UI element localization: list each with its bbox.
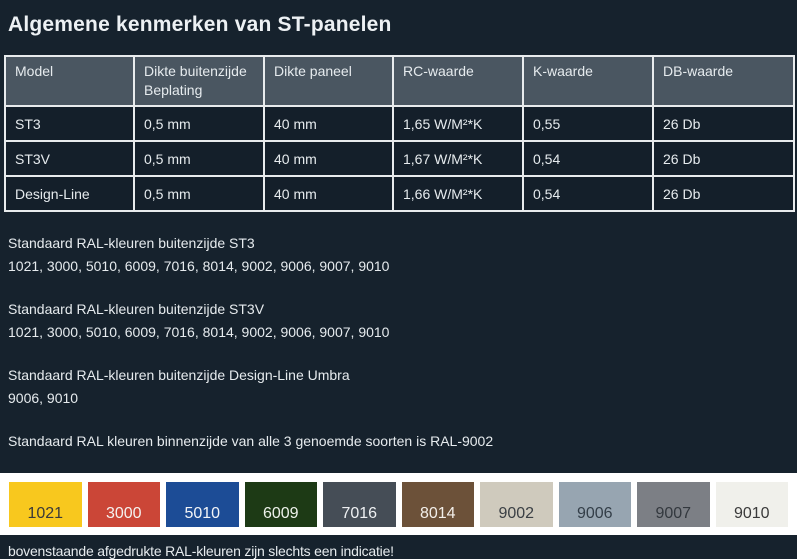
ral-swatch-9006: 9006 <box>558 481 631 527</box>
col-header-rc-waarde: RC-waarde <box>392 55 524 107</box>
note-values: 1021, 3000, 5010, 6009, 7016, 8014, 9002… <box>8 258 390 274</box>
ral-swatch-8014: 8014 <box>401 481 474 527</box>
cell-dikte-buitenzijde: 0,5 mm <box>133 105 265 142</box>
footer-note: bovenstaande afgedrukte RAL-kleuren zijn… <box>8 543 394 559</box>
note-binnenzijde: Standaard RAL kleuren binnenzijde van al… <box>8 430 797 453</box>
cell-dikte-paneel: 40 mm <box>263 105 394 142</box>
table-row-st3v: ST3V 0,5 mm 40 mm 1,67 W/M²*K 0,54 26 Db <box>4 140 795 177</box>
cell-k-waarde: 0,54 <box>522 140 654 177</box>
col-header-dikte-buitenzijde: Dikte buitenzijde Beplating <box>133 55 265 107</box>
col-header-db-waarde: DB-waarde <box>652 55 795 107</box>
ral-swatch-label: 9007 <box>655 504 692 522</box>
ral-swatch-9007: 9007 <box>637 481 710 527</box>
cell-rc-waarde: 1,66 W/M²*K <box>392 175 524 212</box>
ral-swatch-label: 9010 <box>733 504 770 522</box>
note-heading: Standaard RAL-kleuren buitenzijde ST3V <box>8 301 265 317</box>
ral-swatch-label: 6009 <box>262 504 299 522</box>
table-header-row: Model Dikte buitenzijde Beplating Dikte … <box>4 55 795 107</box>
cell-rc-waarde: 1,65 W/M²*K <box>392 105 524 142</box>
col-header-model: Model <box>4 55 135 107</box>
note-heading: Standaard RAL-kleuren buitenzijde ST3 <box>8 235 255 251</box>
ral-color-band: 1021 3000 5010 6009 7016 8014 9002 9006 … <box>0 473 797 535</box>
cell-dikte-paneel: 40 mm <box>263 175 394 212</box>
st-panels-spec-table: Model Dikte buitenzijde Beplating Dikte … <box>4 55 795 212</box>
cell-db-waarde: 26 Db <box>652 140 795 177</box>
ral-swatch-label: 9006 <box>576 504 613 522</box>
ral-swatch-1021: 1021 <box>9 481 82 527</box>
cell-rc-waarde: 1,67 W/M²*K <box>392 140 524 177</box>
col-header-k-waarde: K-waarde <box>522 55 654 107</box>
note-st3v: Standaard RAL-kleuren buitenzijde ST3V 1… <box>8 298 797 344</box>
ral-swatch-5010: 5010 <box>166 481 239 527</box>
cell-model: ST3V <box>4 140 135 177</box>
cell-model: ST3 <box>4 105 135 142</box>
ral-swatch-6009: 6009 <box>244 481 317 527</box>
cell-dikte-paneel: 40 mm <box>263 140 394 177</box>
cell-model: Design-Line <box>4 175 135 212</box>
cell-dikte-buitenzijde: 0,5 mm <box>133 175 265 212</box>
note-design-line-umbra: Standaard RAL-kleuren buitenzijde Design… <box>8 364 797 410</box>
ral-notes: Standaard RAL-kleuren buitenzijde ST3 10… <box>8 232 797 453</box>
note-values: 1021, 3000, 5010, 6009, 7016, 8014, 9002… <box>8 324 390 340</box>
ral-swatch-label: 8014 <box>419 504 456 522</box>
ral-swatch-label: 5010 <box>184 504 221 522</box>
cell-k-waarde: 0,55 <box>522 105 654 142</box>
cell-dikte-buitenzijde: 0,5 mm <box>133 140 265 177</box>
table-row-st3: ST3 0,5 mm 40 mm 1,65 W/M²*K 0,55 26 Db <box>4 105 795 142</box>
ral-swatch-9010: 9010 <box>715 481 788 527</box>
ral-swatch-label: 9002 <box>498 504 535 522</box>
page-title: Algemene kenmerken van ST-panelen <box>8 13 392 36</box>
cell-k-waarde: 0,54 <box>522 175 654 212</box>
ral-swatch-label: 1021 <box>27 504 64 522</box>
table-row-design-line: Design-Line 0,5 mm 40 mm 1,66 W/M²*K 0,5… <box>4 175 795 212</box>
note-heading: Standaard RAL-kleuren buitenzijde Design… <box>8 367 350 383</box>
note-st3: Standaard RAL-kleuren buitenzijde ST3 10… <box>8 232 797 278</box>
ral-swatch-9002: 9002 <box>480 481 553 527</box>
ral-swatch-label: 7016 <box>341 504 378 522</box>
note-values: 9006, 9010 <box>8 390 79 406</box>
cell-db-waarde: 26 Db <box>652 105 795 142</box>
cell-db-waarde: 26 Db <box>652 175 795 212</box>
ral-swatch-label: 3000 <box>105 504 142 522</box>
col-header-dikte-paneel: Dikte paneel <box>263 55 394 107</box>
ral-swatch-3000: 3000 <box>87 481 160 527</box>
note-heading: Standaard RAL kleuren binnenzijde van al… <box>8 433 494 449</box>
ral-swatch-7016: 7016 <box>323 481 396 527</box>
